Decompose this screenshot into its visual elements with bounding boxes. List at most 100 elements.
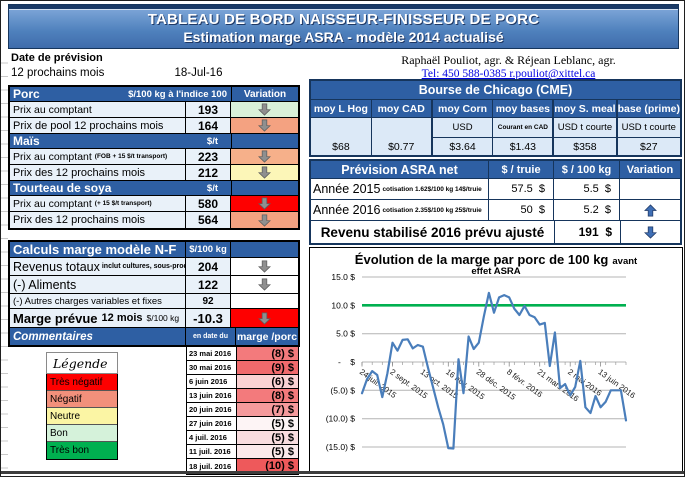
cme-col-header: moy bases [493, 100, 555, 118]
section-unit: $/t [206, 135, 218, 147]
price-section-header-porc: Porc $/100 kg à l'indice 100 Variation [10, 87, 298, 102]
price-row-note: (+ 15 $/t transport) [94, 200, 152, 207]
legend-item: Très négatif [47, 374, 117, 391]
svg-text:13 juin 2016: 13 juin 2016 [596, 367, 637, 400]
price-row-label: Prix des 12 prochains mois [13, 166, 146, 179]
asra-title: Prévision ASRA net [311, 161, 489, 178]
calc-row-label: Revenus totaux [13, 259, 100, 274]
variation-cell [231, 309, 298, 327]
week-date: 23 mai 2016 [187, 347, 237, 360]
down-arrow-icon [258, 278, 271, 291]
svg-text:10.0 $: 10.0 $ [331, 300, 355, 310]
cme-subheader: USD [432, 118, 494, 138]
dashboard-subtitle: Estimation marge ASRA - modèle 2014 actu… [183, 29, 504, 45]
week-date: 6 juin 2016 [187, 375, 237, 388]
comments-date-header: en date du [186, 328, 236, 345]
asra-row: Année 2015 cotisation 1.62$/100 kg 14$/tr… [311, 179, 680, 200]
down-arrow-icon [258, 197, 271, 210]
asra-kg-value: 5.5 $ [554, 179, 620, 199]
week-margin: (5) $ [237, 417, 299, 430]
price-row-label: Prix au comptant [13, 197, 92, 210]
cme-subheader: USD t courte [617, 118, 680, 138]
price-value: 564 [186, 212, 231, 228]
cme-subheader [371, 118, 433, 138]
week-margin: (5) $ [237, 431, 299, 444]
asra-total-value: 191 $ [555, 221, 621, 243]
variation-cell [231, 212, 298, 228]
down-arrow-icon [258, 119, 271, 132]
cme-subheader: USD t courte [554, 118, 618, 138]
asra-truie-value: 57.5 $ [489, 179, 554, 199]
margin-result-row: Marge prévue 12 mois $/100 kg -10.3 [10, 309, 298, 328]
price-row: Prix au comptant 193 [10, 102, 298, 118]
margin-calc-table: Calculs marge modèle N-F $/100 kg Revenu… [8, 240, 300, 347]
window-bottom-frame [1, 471, 684, 474]
weekly-margin-row: 11 juil. 2016 (5) $ [187, 445, 299, 459]
contact-link[interactable]: Tel: 450 588-0385 r.pouliot@xittel.ca [421, 68, 596, 80]
legend-title: Légende [46, 352, 118, 374]
weekly-margin-row: 30 mai 2016 (9) $ [187, 361, 299, 375]
asra-kg-value: 5.2 $ [554, 200, 620, 220]
price-row-label: Prix au comptant [13, 103, 92, 116]
legend-item: Neutre [47, 408, 117, 425]
weekly-margin-row: 4 juil. 2016 (5) $ [187, 431, 299, 445]
price-row: Prix des 12 prochains mois 212 [10, 165, 298, 181]
asra-cotisation-note: cotisation 1.62$/100 kg 14$/truie [382, 185, 482, 193]
calc-row: (-) Aliments 122 [10, 276, 298, 294]
asra-table: Prévision ASRA net $ / truie $ / 100 kg … [309, 159, 682, 245]
weekly-margin-row: 27 juin 2016 (5) $ [187, 417, 299, 431]
price-table: Porc $/100 kg à l'indice 100 Variation P… [8, 85, 300, 230]
cme-value: $1.43 [493, 138, 555, 155]
down-arrow-icon [644, 226, 657, 239]
price-value: 223 [186, 149, 231, 164]
cme-table: Bourse de Chicago (CME) moy L Hog moy CA… [309, 79, 682, 157]
comments-title: Commentaires [10, 328, 186, 345]
week-date: 30 mai 2016 [187, 361, 237, 374]
week-margin: (6) $ [237, 375, 299, 388]
weekly-margin-row: 18 juil. 2016 (10) $ [187, 459, 299, 473]
cme-col-header: moy Corn [432, 100, 494, 118]
calc-value: 204 [186, 258, 231, 275]
svg-text:(10.0) $: (10.0) $ [326, 414, 356, 424]
week-date: 27 juin 2016 [187, 417, 237, 430]
svg-text:5.0 $: 5.0 $ [336, 329, 355, 339]
variation-cell [231, 294, 298, 308]
variation-cell [620, 200, 680, 220]
svg-text:(5.0) $: (5.0) $ [330, 385, 355, 395]
variation-cell [620, 179, 680, 199]
section-unit: $/t [206, 182, 218, 194]
svg-text:- $: - $ [338, 357, 355, 367]
svg-text:15.0 $: 15.0 $ [331, 272, 355, 282]
weekly-margin-row: 23 mai 2016 (8) $ [187, 347, 299, 361]
variation-cell [231, 118, 298, 133]
asra-year: Année 2016 [313, 203, 381, 217]
price-value: 193 [186, 102, 231, 117]
calc-row-label: (-) Autres charges variables et fixes [13, 295, 162, 307]
variation-cell [231, 196, 298, 211]
week-margin: (10) $ [237, 459, 299, 473]
asra-header: Prévision ASRA net $ / truie $ / 100 kg … [311, 161, 680, 179]
calc-row-label: (-) Aliments [13, 277, 77, 292]
price-value: 580 [186, 196, 231, 211]
down-arrow-icon [258, 312, 271, 325]
week-date: 13 juin 2016 [187, 389, 237, 402]
week-margin: (8) $ [237, 347, 299, 360]
cme-title: Bourse de Chicago (CME) [311, 81, 680, 100]
margin-calc-title: Calculs marge modèle N-F [10, 242, 186, 257]
legend-item: Bon [47, 425, 117, 442]
title-banner: TABLEAU DE BORD NAISSEUR-FINISSEUR DE PO… [8, 4, 679, 49]
variation-cell [231, 165, 298, 180]
svg-text:(15.0) $: (15.0) $ [326, 442, 356, 452]
price-row: Prix des 12 prochains mois 564 [10, 212, 298, 228]
calc-row: (-) Autres charges variables et fixes 92 [10, 294, 298, 309]
down-arrow-icon [258, 166, 271, 179]
forecast-date-value: 18-Jul-16 [174, 67, 223, 79]
down-arrow-icon [258, 260, 271, 273]
asra-col-truie: $ / truie [489, 161, 554, 178]
price-row: Prix au comptant (FOB + 15 $/t transport)… [10, 149, 298, 165]
week-margin: (7) $ [237, 403, 299, 416]
weekly-margin-table: 23 mai 2016 (8) $ 30 mai 2016 (9) $ 6 ju… [186, 347, 299, 475]
up-arrow-icon [643, 203, 657, 216]
